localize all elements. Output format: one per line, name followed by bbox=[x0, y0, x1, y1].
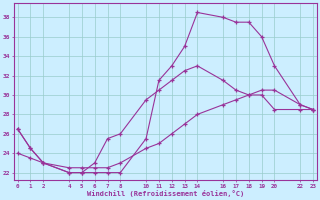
X-axis label: Windchill (Refroidissement éolien,°C): Windchill (Refroidissement éolien,°C) bbox=[87, 190, 244, 197]
